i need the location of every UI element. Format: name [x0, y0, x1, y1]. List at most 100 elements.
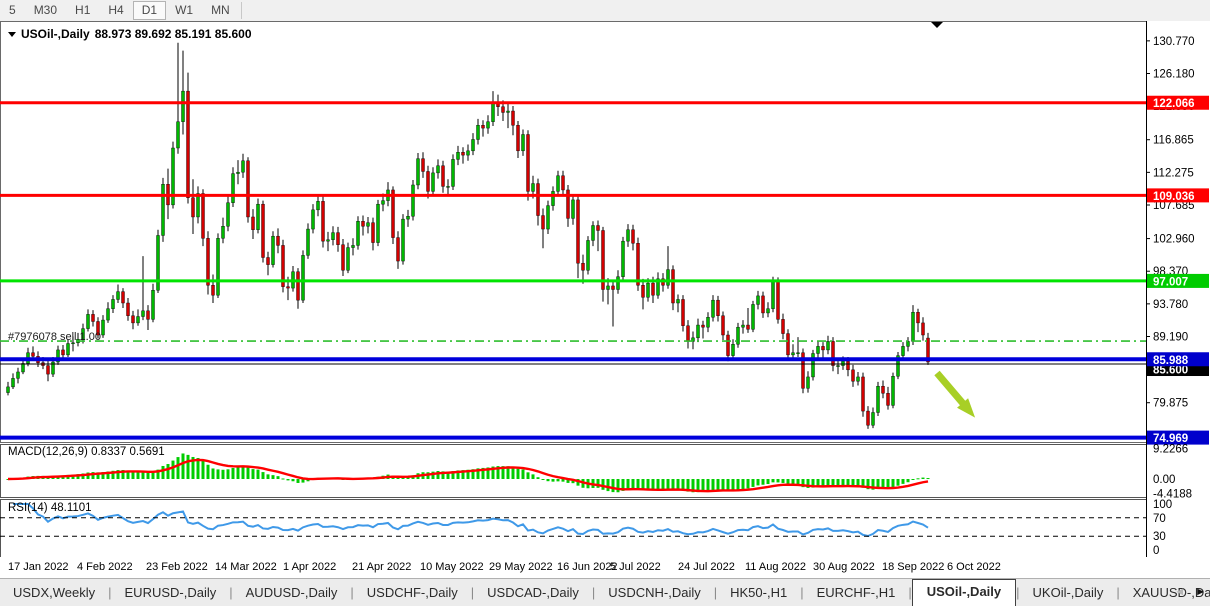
chart-symbol-label: USOil-,Daily: [21, 27, 90, 41]
chart-tab-usdchfdaily[interactable]: USDCHF-,Daily: [366, 585, 458, 600]
chart-tab-usdcaddaily[interactable]: USDCAD-,Daily: [487, 585, 579, 600]
candle: [306, 228, 310, 256]
date-axis-tick: 23 Feb 2022: [146, 561, 208, 573]
candle: [186, 90, 190, 198]
chart-tab-xauusddaily[interactable]: XAUUSD-,Daily: [1132, 585, 1210, 600]
candle: [891, 376, 895, 406]
price-axis-tick: 112.275: [1153, 167, 1194, 179]
chart-tab-hk50h1[interactable]: HK50-,H1: [730, 585, 788, 600]
rsi-scale-tick: 30: [1153, 531, 1166, 543]
candle: [596, 225, 600, 231]
candle: [376, 203, 380, 243]
candle: [666, 269, 670, 286]
price-chart[interactable]: 130.770126.180121.590116.865112.275107.6…: [0, 21, 1210, 557]
scroll-tabs-left-icon[interactable]: ◄: [1174, 586, 1186, 598]
rsi-indicator-label: RSI(14) 48.1101: [8, 502, 92, 514]
candle: [781, 319, 785, 334]
candle: [441, 165, 445, 187]
candle: [456, 152, 460, 160]
tab-divider: |: [908, 585, 912, 600]
macd-scale-tick: 9.2266: [1153, 444, 1188, 456]
candle: [481, 125, 485, 129]
candle: [806, 376, 810, 389]
candle: [761, 295, 765, 314]
chart-tab-ukoildaily[interactable]: UKOil-,Daily: [1032, 585, 1104, 600]
candle: [331, 232, 335, 240]
price-level-label: 85.988: [1147, 352, 1209, 367]
timeframe-button-h4[interactable]: H4: [108, 3, 124, 17]
candle: [921, 322, 925, 336]
candle: [81, 328, 85, 340]
candle: [206, 238, 210, 286]
candle: [196, 193, 200, 218]
timeframe-button-d1[interactable]: D1: [132, 1, 167, 20]
chart-title-dropdown-icon[interactable]: [8, 31, 16, 37]
candle: [726, 334, 730, 356]
candle: [561, 175, 565, 191]
candle: [141, 310, 145, 317]
chart-tab-bar: USDX,Weekly | EURUSD-,Daily | AUDUSD-,Daily |…: [0, 578, 1210, 606]
candle: [176, 121, 180, 149]
candle: [11, 378, 15, 388]
timeframe-button-h1[interactable]: H1: [75, 3, 91, 17]
candle: [61, 349, 65, 356]
candle: [626, 229, 630, 242]
timeframe-button-w1[interactable]: W1: [175, 3, 194, 17]
candle: [271, 235, 275, 265]
candle: [56, 349, 60, 363]
price-axis-tick: 93.780: [1153, 299, 1188, 311]
candle: [881, 385, 885, 394]
chart-tab-audusddaily[interactable]: AUDUSD-,Daily: [245, 585, 338, 600]
candle: [871, 412, 875, 426]
tab-divider: |: [713, 585, 718, 600]
price-axis-tick: 126.180: [1153, 68, 1195, 80]
svg-text:97.007: 97.007: [1153, 276, 1188, 288]
chart-tab-eurchfh1[interactable]: EURCHF-,H1: [816, 585, 896, 600]
candle: [651, 282, 655, 296]
chart-shift-marker-icon[interactable]: [931, 22, 943, 28]
candle: [751, 304, 755, 330]
candle: [391, 189, 395, 238]
candle: [576, 199, 580, 264]
candle: [161, 184, 165, 236]
candle: [811, 353, 815, 378]
candle: [311, 209, 315, 230]
chart-title[interactable]: USOil-,Daily 88.973 89.692 85.191 85.600: [8, 27, 252, 41]
svg-text:74.969: 74.969: [1153, 433, 1188, 445]
chart-tab-usdxweekly[interactable]: USDX,Weekly: [13, 585, 96, 600]
candle: [536, 183, 540, 216]
candle: [541, 215, 545, 230]
chart-tab-usdcnhdaily[interactable]: USDCNH-,Daily: [608, 585, 701, 600]
candle: [531, 183, 535, 192]
candle: [91, 314, 95, 322]
rsi-scale-tick: 100: [1153, 499, 1172, 511]
candle: [636, 243, 640, 286]
tab-divider: |: [350, 585, 354, 600]
chart-tab-eurusddaily[interactable]: EURUSD-,Daily: [124, 585, 217, 600]
timeframe-button-mn[interactable]: MN: [211, 3, 230, 17]
down-arrow-annotation[interactable]: [934, 370, 976, 418]
scroll-tabs-right-icon[interactable]: ►: [1195, 586, 1206, 598]
candle: [16, 371, 20, 379]
candle: [326, 239, 330, 242]
candle: [476, 125, 480, 140]
timeframe-button-5[interactable]: 5: [9, 3, 16, 17]
candle: [266, 257, 270, 265]
tab-divider: |: [470, 585, 475, 600]
candle: [581, 262, 585, 271]
candle: [51, 361, 55, 375]
chart-tab-usoildaily[interactable]: USOil-,Daily: [911, 579, 1017, 606]
candle: [466, 150, 470, 156]
candle: [696, 324, 700, 339]
candle: [346, 247, 350, 271]
candle: [521, 134, 525, 152]
timeframe-button-m30[interactable]: M30: [33, 3, 58, 17]
candle: [436, 165, 440, 174]
chart-window: 130.770126.180121.590116.865112.275107.6…: [0, 21, 1210, 557]
price-axis-tick: 116.865: [1153, 135, 1194, 147]
date-axis-tick: 5 Jul 2022: [610, 561, 661, 573]
date-axis[interactable]: 17 Jan 2022 4 Feb 2022 23 Feb 2022 14 Mar 2…: [0, 557, 1210, 578]
candle: [746, 324, 750, 330]
candle: [851, 369, 855, 382]
